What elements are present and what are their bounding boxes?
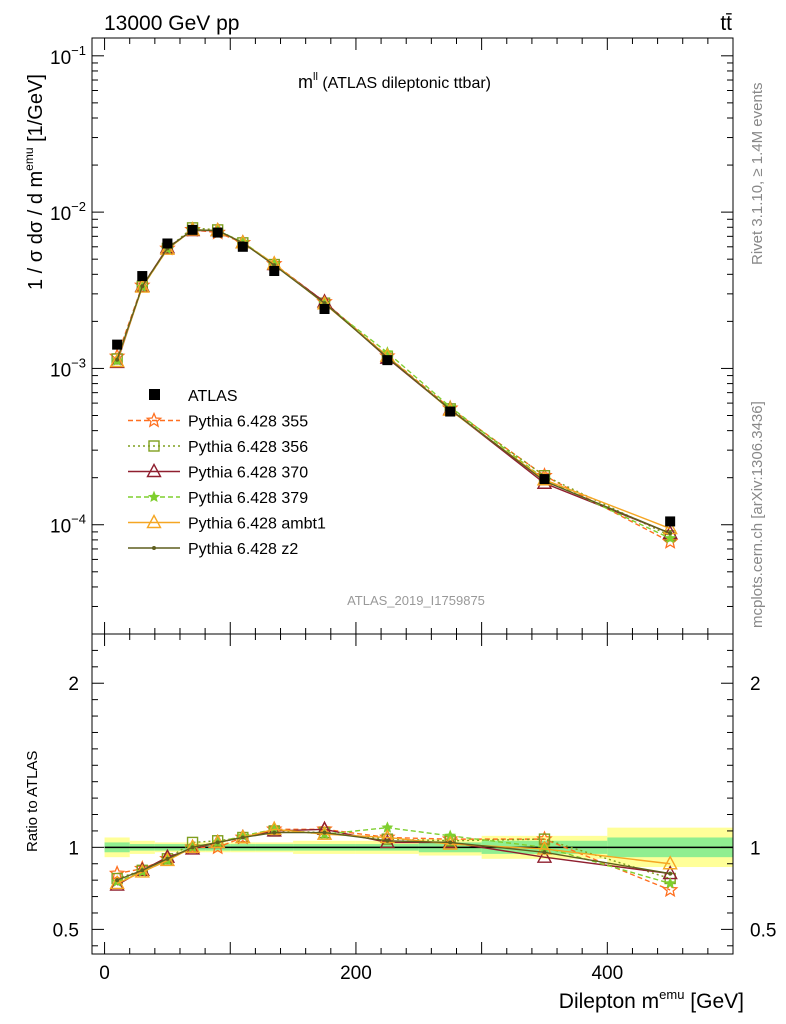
rivet-label: Rivet 3.1.10, ≥ 1.4M events <box>749 83 766 266</box>
legend-label: Pythia 6.428 379 <box>188 490 308 507</box>
mcplots-label: mcplots.cern.ch [arXiv:1306.3436] <box>749 401 766 628</box>
x-tick-label: 400 <box>591 963 623 984</box>
series-marker <box>536 848 553 863</box>
series-ratio-line <box>116 831 671 881</box>
series-line <box>116 229 671 534</box>
legend-entry: Pythia 6.428 370 <box>128 463 308 482</box>
data-point <box>319 304 330 315</box>
legend-label: Pythia 6.428 z2 <box>188 541 298 558</box>
data-point <box>212 227 223 238</box>
data-point <box>539 474 550 485</box>
energy-label: 13000 GeV pp <box>104 12 239 35</box>
series-marker <box>109 874 125 890</box>
series-marker <box>272 830 277 835</box>
y-tick-label: 10−4 <box>50 512 86 538</box>
ratio-y-axis-label: Ratio to ATLAS <box>24 751 41 852</box>
series-marker <box>109 353 125 368</box>
data-point <box>162 238 173 249</box>
series-marker <box>146 514 162 529</box>
data-point <box>665 516 676 527</box>
series-marker <box>322 830 327 835</box>
y-tick-label: 10−2 <box>50 199 86 225</box>
series-marker <box>240 835 245 840</box>
series-marker <box>134 278 150 293</box>
series-layer <box>108 221 679 898</box>
ratio-panel-frame <box>91 633 734 955</box>
y-tick-label: 10−1 <box>50 43 86 69</box>
y-tick-label: 10−3 <box>50 355 86 381</box>
series-marker <box>145 411 163 428</box>
legend-entry: Pythia 6.428 379 <box>128 490 308 507</box>
ratio-tick-label-right: 1 <box>750 838 761 859</box>
series-marker <box>542 850 547 855</box>
legend-label: Pythia 6.428 ambt1 <box>188 516 326 533</box>
legend-entry: Pythia 6.428 z2 <box>128 541 298 558</box>
plot-title: mll (ATLAS dileptonic ttbar) <box>298 71 491 92</box>
series-marker <box>442 833 458 849</box>
data-point <box>187 224 198 235</box>
series-marker <box>147 490 161 503</box>
data-layer <box>112 224 676 527</box>
series-marker <box>668 871 673 876</box>
ratio-tick-label-right: 2 <box>750 674 761 695</box>
series-marker <box>146 463 162 478</box>
series-marker <box>661 881 679 898</box>
legend-label: ATLAS <box>188 388 238 405</box>
data-point <box>269 266 280 277</box>
series-marker <box>668 531 673 536</box>
series-marker <box>165 856 170 861</box>
ratio-tick-label: 2 <box>68 674 79 695</box>
series-marker <box>664 532 677 544</box>
series-marker <box>184 840 201 855</box>
series-marker <box>662 855 678 870</box>
series-marker <box>664 877 677 889</box>
ratio-axis-ticks: 0.5 0.5 1 1 2 2 <box>53 633 776 947</box>
data-point <box>445 406 456 417</box>
x-tick-label: 200 <box>340 963 372 984</box>
ratio-tick-label-right: 0.5 <box>750 920 776 941</box>
series-marker <box>448 840 453 845</box>
series-group <box>108 221 679 898</box>
legend-data-marker <box>149 389 160 400</box>
series-marker <box>190 845 195 850</box>
legend-label: Pythia 6.428 370 <box>188 465 308 482</box>
series-marker <box>215 840 220 845</box>
legend-entry: Pythia 6.428 356 <box>128 439 308 456</box>
main-axis-ticks: 10−1 10−2 10−3 10−4 0 200 400 <box>50 38 734 984</box>
series-marker <box>152 546 156 550</box>
series-marker <box>140 868 145 873</box>
series-marker <box>115 878 120 883</box>
series-line <box>116 229 671 530</box>
legend-label: Pythia 6.428 356 <box>188 439 308 456</box>
legend-entry: ATLAS <box>149 388 238 405</box>
legend-entry: Pythia 6.428 355 <box>128 411 308 431</box>
data-point <box>382 355 393 366</box>
data-point <box>237 241 248 252</box>
legend-entry: Pythia 6.428 ambt1 <box>128 514 326 533</box>
series-marker <box>385 838 390 843</box>
y-axis-label: 1 / σ dσ / d memu [1/GeV] <box>22 74 47 290</box>
series-line <box>116 229 671 534</box>
ratio-tick-label: 1 <box>68 838 79 859</box>
series-marker <box>115 357 120 362</box>
analysis-label: ATLAS_2019_I1759875 <box>347 593 485 608</box>
process-label: tt̄ <box>720 12 732 35</box>
data-point <box>112 339 123 350</box>
x-tick-label: 0 <box>99 963 110 984</box>
series-marker <box>148 440 160 452</box>
data-point <box>137 271 148 282</box>
legend: ATLAS Pythia 6.428 355 Pythia 6.428 356 Pyt… <box>128 388 326 558</box>
ratio-tick-label: 0.5 <box>53 920 79 941</box>
series-marker <box>159 851 176 867</box>
series-marker <box>109 876 125 891</box>
series-marker <box>140 284 145 289</box>
legend-label: Pythia 6.428 355 <box>188 414 308 431</box>
x-axis-label: Dilepton memu [GeV] <box>559 987 744 1013</box>
